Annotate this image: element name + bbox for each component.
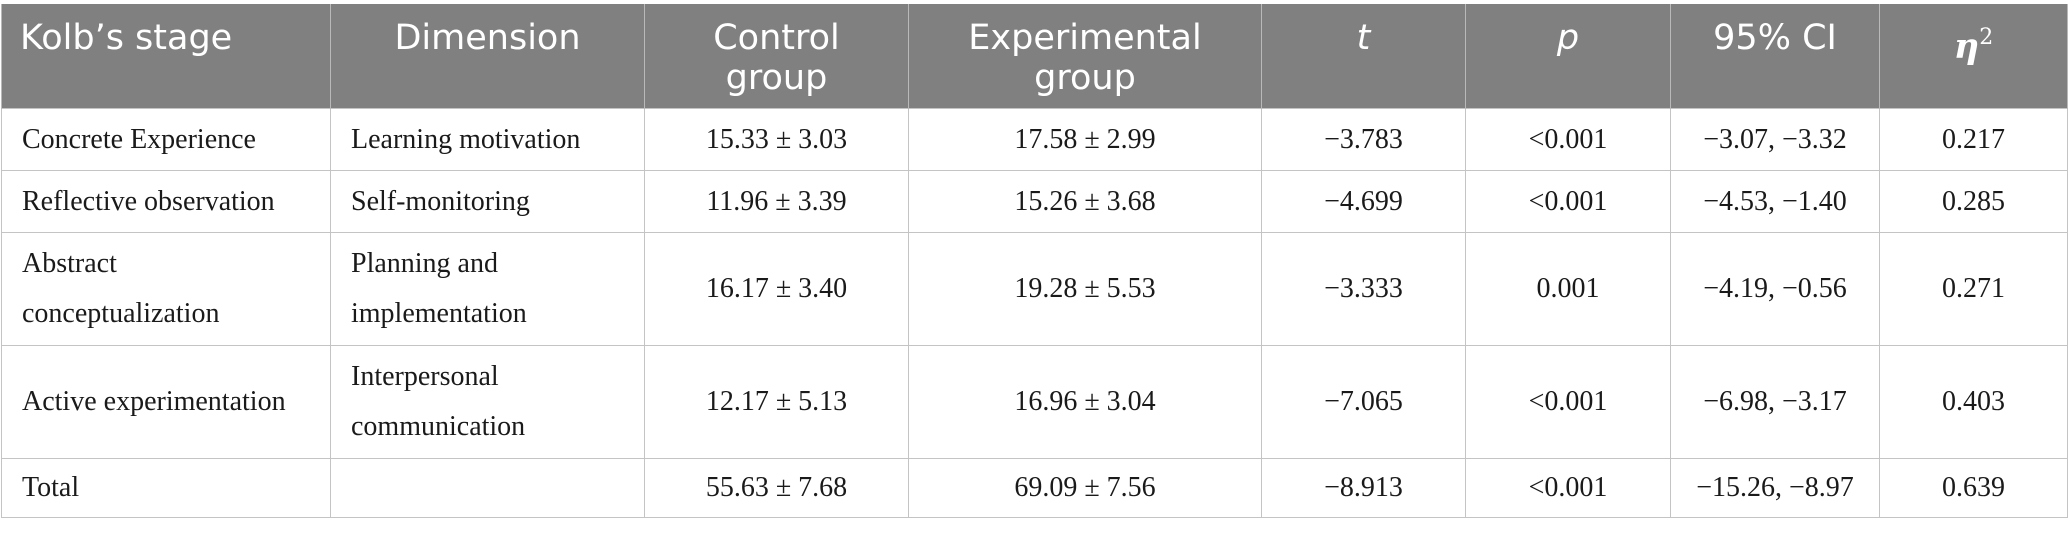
cell-stage: Active experimentation	[1, 345, 331, 459]
cell-eta: 0.639	[1879, 458, 2068, 518]
header-control-group-label: Control group	[713, 18, 840, 98]
cell-control: 12.17 ± 5.13	[644, 345, 909, 459]
cell-t: −3.783	[1261, 108, 1466, 171]
cell-t: −4.699	[1261, 170, 1466, 233]
header-experimental-group: Experimental group	[908, 4, 1262, 109]
cell-p: <0.001	[1465, 345, 1671, 459]
cell-control: 15.33 ± 3.03	[644, 108, 909, 171]
cell-dimension: Interpersonal communication	[330, 345, 645, 459]
cell-experimental: 15.26 ± 3.68	[908, 170, 1262, 233]
cell-experimental: 17.58 ± 2.99	[908, 108, 1262, 171]
table-row: Reflective observation Self-monitoring 1…	[1, 170, 2068, 233]
header-experimental-group-label: Experimental group	[968, 18, 1202, 98]
cell-ci: −4.53, −1.40	[1670, 170, 1880, 233]
header-control-group: Control group	[644, 4, 909, 109]
cell-eta: 0.217	[1879, 108, 2068, 171]
cell-eta: 0.403	[1879, 345, 2068, 459]
results-table-container: Kolb’s stage Dimension Control group Exp…	[1, 4, 2068, 518]
cell-control: 11.96 ± 3.39	[644, 170, 909, 233]
cell-experimental: 16.96 ± 3.04	[908, 345, 1262, 459]
header-eta-superscript: 2	[1979, 25, 1994, 50]
header-95-ci: 95% CI	[1670, 4, 1880, 109]
cell-stage: Concrete Experience	[1, 108, 331, 171]
cell-p: <0.001	[1465, 458, 1671, 518]
cell-experimental: 19.28 ± 5.53	[908, 232, 1262, 346]
cell-stage: Abstract conceptualization	[1, 232, 331, 346]
cell-eta: 0.285	[1879, 170, 2068, 233]
header-t: t	[1261, 4, 1466, 109]
header-p-label: p	[1556, 18, 1580, 58]
cell-p: <0.001	[1465, 108, 1671, 171]
cell-p: <0.001	[1465, 170, 1671, 233]
cell-control: 16.17 ± 3.40	[644, 232, 909, 346]
cell-dimension	[330, 458, 645, 518]
header-t-label: t	[1356, 18, 1371, 58]
header-eta-symbol: η	[1953, 26, 1980, 67]
cell-t: −8.913	[1261, 458, 1466, 518]
cell-eta: 0.271	[1879, 232, 2068, 346]
table-row: Active experimentation Interpersonal com…	[1, 345, 2068, 459]
cell-dimension: Self-monitoring	[330, 170, 645, 233]
header-eta-squared: η2	[1879, 4, 2068, 109]
cell-ci: −6.98, −3.17	[1670, 345, 1880, 459]
header-dimension: Dimension	[330, 4, 645, 109]
cell-control: 55.63 ± 7.68	[644, 458, 909, 518]
cell-experimental: 69.09 ± 7.56	[908, 458, 1262, 518]
header-p: p	[1465, 4, 1671, 109]
table-row-total: Total 55.63 ± 7.68 69.09 ± 7.56 −8.913 <…	[1, 458, 2068, 518]
cell-t: −3.333	[1261, 232, 1466, 346]
cell-stage: Total	[1, 458, 331, 518]
header-row: Kolb’s stage Dimension Control group Exp…	[1, 4, 2068, 109]
results-table: Kolb’s stage Dimension Control group Exp…	[1, 4, 2068, 518]
cell-dimension: Planning and implementation	[330, 232, 645, 346]
table-row: Abstract conceptualization Planning and …	[1, 232, 2068, 346]
header-kolbs-stage: Kolb’s stage	[1, 4, 331, 109]
cell-t: −7.065	[1261, 345, 1466, 459]
cell-stage: Reflective observation	[1, 170, 331, 233]
cell-dimension: Learning motivation	[330, 108, 645, 171]
cell-ci: −15.26, −8.97	[1670, 458, 1880, 518]
table-row: Concrete Experience Learning motivation …	[1, 108, 2068, 171]
cell-ci: −3.07, −3.32	[1670, 108, 1880, 171]
cell-p: 0.001	[1465, 232, 1671, 346]
cell-ci: −4.19, −0.56	[1670, 232, 1880, 346]
